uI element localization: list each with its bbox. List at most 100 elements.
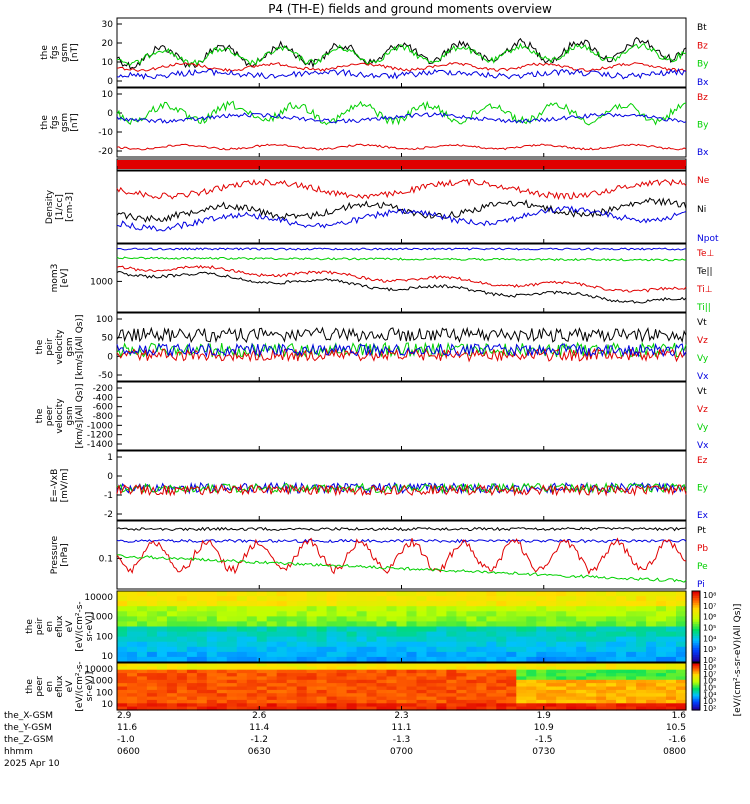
- colorbar-tick: 10⁶: [703, 677, 716, 686]
- quality-flag-band: [117, 160, 686, 169]
- ey-series: [116, 481, 687, 495]
- y-axis-label: the: [40, 45, 50, 60]
- y-tick-label: 0: [107, 472, 113, 482]
- y-tick-label: 10000: [84, 593, 113, 603]
- y-tick-label: -20: [98, 147, 113, 157]
- y-axis-label: [km/s](All Qs)]: [75, 383, 85, 448]
- colorbar: [691, 590, 701, 663]
- legend-Bz: Bz: [697, 41, 708, 51]
- y-tick-label: 20: [102, 39, 114, 49]
- ephemeris-value: 0730: [532, 747, 555, 757]
- pe-series: [116, 554, 687, 583]
- y-tick-label: 10: [102, 652, 114, 662]
- by-series: [116, 100, 687, 126]
- legend-Vx: Vx: [697, 372, 709, 382]
- ephemeris-value: 0700: [390, 747, 413, 757]
- y-tick-label: -400: [93, 393, 114, 403]
- y-tick-label: -2: [104, 510, 113, 520]
- ne-series: [116, 178, 687, 201]
- y-tick-label: 0: [107, 109, 113, 119]
- plot-title: P4 (TH-E) fields and ground moments over…: [268, 2, 552, 16]
- ti-par-series: [116, 256, 687, 262]
- legend-Ey: Ey: [697, 484, 709, 494]
- colorbar-tick: 10⁷: [703, 602, 716, 611]
- legend-Ez: Ez: [697, 456, 708, 466]
- y-axis-label: peer: [45, 405, 55, 426]
- y-tick-label: 0.1: [99, 554, 113, 564]
- ephemeris-value: 10.9: [534, 723, 554, 733]
- colorbar-tick: 10²: [703, 704, 716, 713]
- y-tick-label: -1000: [87, 421, 113, 431]
- y-axis-label: [nT]: [70, 43, 80, 61]
- bz-series: [116, 62, 687, 72]
- y-axis-label: eV: [65, 620, 75, 633]
- colorbar-tick: 10⁵: [703, 684, 716, 693]
- by-series: [116, 42, 687, 68]
- ephemeris-value: 2.3: [394, 711, 408, 721]
- ephemeris-label: hhmm: [4, 747, 33, 757]
- y-axis-label: the: [35, 408, 45, 423]
- y-axis-label: [mV/m]: [60, 469, 70, 503]
- y-tick-label: -1400: [87, 440, 113, 450]
- colorbar: [691, 662, 701, 711]
- ephemeris-value: 11.6: [117, 723, 137, 733]
- vx-series: [116, 342, 687, 358]
- ephemeris-label: the_Y-GSM: [4, 723, 52, 733]
- y-axis-label: gsm: [60, 43, 70, 62]
- pi-series: [116, 538, 687, 544]
- y-axis-label: the: [40, 115, 50, 130]
- legend-Pi: Pi: [697, 580, 705, 590]
- y-axis-label: [1/cc]: [55, 194, 65, 220]
- y-axis-label: [nT]: [70, 113, 80, 131]
- y-axis-label: en: [45, 681, 55, 692]
- legend-Vt: Vt: [697, 318, 707, 328]
- colorbar-tick: 10⁴: [703, 634, 716, 643]
- legend-By: By: [697, 121, 709, 131]
- y-tick-label: -50: [98, 371, 113, 381]
- legend-Bx: Bx: [697, 148, 709, 158]
- pt-series: [116, 526, 687, 532]
- y-axis-label: peir: [45, 338, 55, 356]
- colorbar-tick: 10³: [703, 645, 716, 654]
- ephemeris-value: 2.9: [117, 711, 132, 721]
- y-tick-label: 1000: [90, 277, 113, 287]
- y-tick-label: 1000: [90, 677, 113, 687]
- legend-Vy: Vy: [697, 354, 709, 364]
- panel-frame: [116, 17, 687, 88]
- y-axis-label: the: [25, 679, 35, 694]
- y-axis-label: en: [45, 621, 55, 632]
- colorbar-label: [eV/(cm²-s-sr-eV)(All Qs)]: [733, 604, 743, 717]
- y-tick-label: 30: [102, 20, 114, 30]
- y-axis-label: velocity: [55, 398, 65, 434]
- ti-perp-series: [116, 264, 687, 293]
- ez-series: [116, 483, 687, 497]
- y-axis-label: gsm: [65, 406, 75, 425]
- y-axis-label: eV: [65, 680, 75, 693]
- panel-frame: [116, 243, 687, 313]
- y-tick-label: -600: [93, 403, 114, 413]
- y-tick-label: -200: [93, 384, 114, 394]
- y-tick-label: 50: [102, 334, 114, 344]
- y-tick-label: 100: [96, 632, 113, 642]
- vt-series: [116, 326, 687, 344]
- ephemeris-value: 11.1: [391, 723, 411, 733]
- y-tick-label: -10: [98, 128, 113, 138]
- legend-Vy: Vy: [697, 423, 709, 433]
- colorbar-tick: 10⁸: [703, 591, 716, 600]
- legend-Pe: Pe: [697, 562, 708, 572]
- colorbar-tick: 10²: [703, 656, 716, 665]
- y-axis-label: the: [25, 619, 35, 634]
- colorbar-tick: 10³: [703, 697, 716, 706]
- panel-frame: [116, 520, 687, 590]
- y-axis-label: mom3: [50, 264, 60, 293]
- legend-Vz: Vz: [697, 405, 708, 415]
- ephemeris-value: -1.2: [250, 735, 268, 745]
- legend-Ni: Ni: [697, 205, 706, 215]
- y-axis-label: fgs: [50, 115, 60, 129]
- legend-Ti||: Ti||: [696, 303, 711, 313]
- y-tick-label: 1: [107, 453, 113, 463]
- legend-Vx: Vx: [697, 441, 709, 451]
- y-tick-label: -800: [93, 412, 114, 422]
- y-tick-label: 10: [102, 58, 114, 68]
